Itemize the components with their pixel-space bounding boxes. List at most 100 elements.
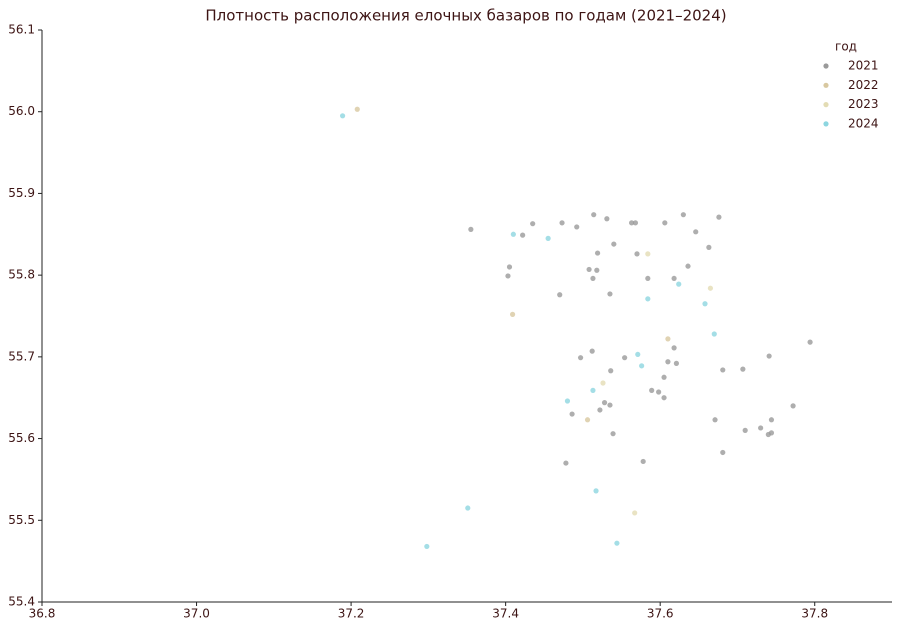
scatter-point xyxy=(590,387,596,393)
y-tick-label: 55.4 xyxy=(8,595,35,609)
scatter-point xyxy=(758,425,764,431)
y-tick-label: 55.6 xyxy=(8,431,35,445)
y-tick-label: 55.7 xyxy=(8,349,35,363)
legend-marker xyxy=(823,102,829,108)
scatter-point xyxy=(468,226,474,232)
scatter-point xyxy=(559,220,565,226)
x-tick-label: 37.0 xyxy=(183,607,210,621)
scatter-point xyxy=(594,250,601,256)
scatter-point xyxy=(740,366,746,372)
legend-label: 2022 xyxy=(848,78,879,92)
scatter-point xyxy=(676,281,682,287)
scatter-point xyxy=(742,427,748,433)
scatter-point xyxy=(649,387,655,393)
scatter-point xyxy=(589,348,595,354)
scatter-point xyxy=(600,380,606,386)
x-tick-label: 37.8 xyxy=(801,607,828,621)
scatter-point xyxy=(768,430,775,436)
scatter-point xyxy=(720,449,726,456)
scatter-point xyxy=(611,241,617,247)
scatter-point xyxy=(711,331,717,337)
scatter-point xyxy=(656,389,662,395)
scatter-point xyxy=(634,251,640,257)
scatter-point xyxy=(614,540,620,546)
legend-marker xyxy=(823,82,829,88)
scatter-point xyxy=(635,351,641,358)
scatter-point xyxy=(671,345,677,351)
legend-label: 2021 xyxy=(848,59,879,73)
scatter-point xyxy=(545,235,551,241)
legend-title: год xyxy=(835,40,857,54)
legend-label: 2023 xyxy=(848,97,879,111)
y-tick-label: 56.0 xyxy=(8,104,35,118)
scatter-point xyxy=(680,212,686,218)
scatter-point xyxy=(640,458,646,465)
scatter-point xyxy=(607,402,613,408)
scatter-point xyxy=(768,417,775,423)
scatter-point xyxy=(632,510,638,516)
scatter-point xyxy=(563,460,569,466)
scatter-point xyxy=(645,251,651,257)
scatter-point xyxy=(591,212,597,218)
scatter-point xyxy=(530,221,536,227)
scatter-point xyxy=(720,367,726,373)
scatter-point xyxy=(707,285,714,291)
scatter-point xyxy=(622,355,628,361)
scatter-point xyxy=(665,336,671,342)
scatter-point xyxy=(661,374,667,380)
scatter-point xyxy=(593,488,599,494)
x-tick-label: 36.8 xyxy=(29,607,56,621)
scatter-point xyxy=(586,266,592,273)
scatter-point xyxy=(661,395,667,401)
scatter-point xyxy=(645,275,651,282)
scatter-point xyxy=(557,292,563,298)
scatter-point xyxy=(608,368,614,374)
scatter-point xyxy=(766,353,772,359)
scatter-point xyxy=(628,220,635,226)
scatter-point xyxy=(665,359,671,365)
chart-title: Плотность расположения елочных базаров п… xyxy=(205,7,726,25)
y-tick-label: 55.8 xyxy=(8,268,35,282)
y-tick-label: 55.9 xyxy=(8,186,35,200)
scatter-point xyxy=(790,403,796,409)
scatter-point xyxy=(584,417,591,423)
scatter-point xyxy=(339,113,346,119)
scatter-point xyxy=(706,244,712,250)
legend-marker xyxy=(823,121,829,127)
scatter-point xyxy=(685,263,691,269)
scatter-point xyxy=(601,400,608,406)
scatter-point xyxy=(702,301,708,307)
scatter-point xyxy=(716,214,722,220)
scatter-point xyxy=(564,398,571,404)
y-tick-label: 55.5 xyxy=(8,513,35,527)
scatter-point xyxy=(509,311,516,317)
legend-label: 2024 xyxy=(848,116,879,130)
scatter-point xyxy=(520,232,526,238)
scatter-point xyxy=(574,224,580,230)
scatter-point xyxy=(354,106,360,112)
scatter-point xyxy=(610,431,616,437)
scatter-point xyxy=(712,417,718,423)
scatter-point xyxy=(607,291,613,297)
scatter-point xyxy=(510,231,516,237)
scatter-point xyxy=(594,267,600,273)
scatter-point xyxy=(645,296,651,302)
scatter-point xyxy=(632,220,639,226)
scatter-point xyxy=(662,220,668,226)
scatter-point xyxy=(671,275,677,282)
x-tick-label: 37.2 xyxy=(338,607,365,621)
x-tick-label: 37.4 xyxy=(492,607,519,621)
scatter-point xyxy=(424,543,430,550)
scatter-point xyxy=(577,355,584,361)
scatter-point xyxy=(505,273,511,279)
scatter-point xyxy=(673,360,680,366)
scatter-point xyxy=(569,411,575,417)
scatter-point xyxy=(639,363,645,369)
legend-marker xyxy=(823,63,829,69)
scatter-point xyxy=(604,216,610,222)
scatter-point xyxy=(465,505,471,511)
scatter-point xyxy=(807,339,813,345)
scatter-point xyxy=(597,407,603,413)
y-tick-label: 56.1 xyxy=(8,23,35,37)
